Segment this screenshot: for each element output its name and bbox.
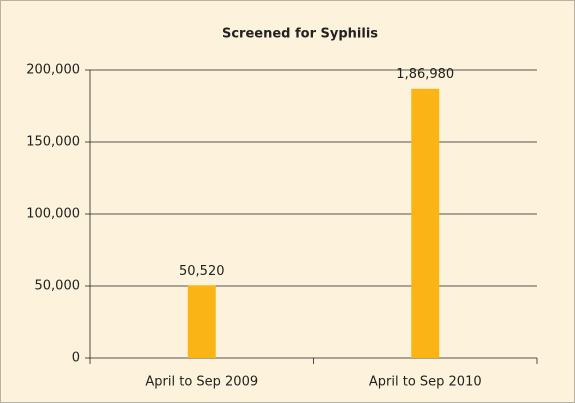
bar (187, 285, 216, 358)
chart-title: Screened for Syphilis (222, 27, 378, 42)
y-tick-label: 50,000 (35, 279, 81, 294)
x-tick-label: April to Sep 2010 (369, 375, 482, 390)
x-tick-label: April to Sep 2009 (145, 375, 258, 390)
y-tick-label: 150,000 (26, 135, 80, 150)
bar (411, 88, 440, 358)
data-label: 1,86,980 (396, 67, 454, 82)
y-tick-label: 0 (72, 351, 80, 366)
y-tick-label: 200,000 (26, 63, 80, 78)
data-label: 50,520 (179, 264, 225, 279)
y-tick-label: 100,000 (26, 207, 80, 222)
